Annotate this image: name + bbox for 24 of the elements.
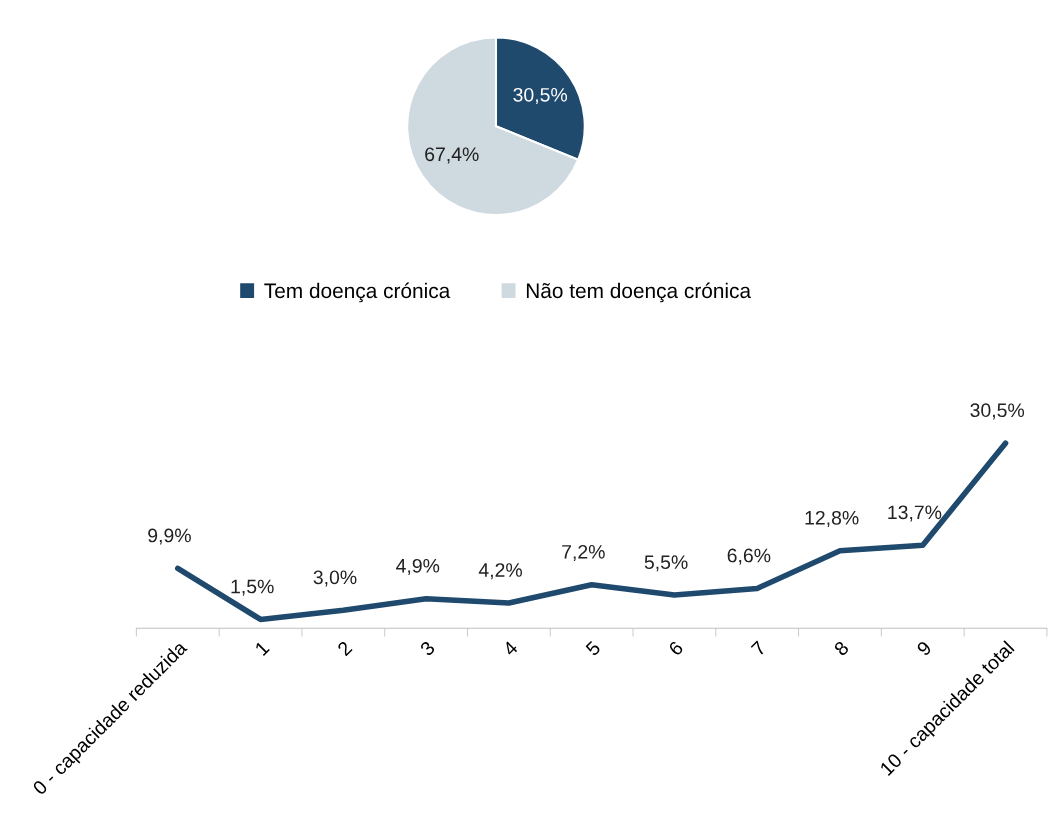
x-tick-label: 8 xyxy=(833,640,850,657)
x-tick-label: 4 xyxy=(502,640,519,657)
x-tick-label: 1 xyxy=(254,640,270,656)
x-tick-label: 2 xyxy=(336,640,353,657)
data-label: 30,5% xyxy=(513,87,568,104)
x-tick-label: 7 xyxy=(750,640,767,657)
data-label: 9,9% xyxy=(148,528,191,545)
data-label: 6,6% xyxy=(727,548,771,565)
data-label: 30,5% xyxy=(970,403,1025,420)
legend-label: Tem doença crónica xyxy=(264,282,451,303)
data-label: 3,0% xyxy=(313,570,357,587)
x-tick-label: 3 xyxy=(419,640,436,657)
data-label: 5,5% xyxy=(644,555,688,572)
data-label: 12,8% xyxy=(805,510,859,527)
data-label: 4,2% xyxy=(478,563,522,580)
x-tick-label: 6 xyxy=(667,640,684,657)
data-label: 13,7% xyxy=(888,505,942,522)
data-label: 4,9% xyxy=(396,558,440,575)
x-tick-label: 5 xyxy=(585,640,602,657)
data-label: 7,2% xyxy=(562,544,605,561)
data-label: 1,5% xyxy=(231,579,274,596)
x-tick-label: 9 xyxy=(916,640,933,657)
data-label: 67,4% xyxy=(425,147,479,164)
legend-label: Não tem doença crónica xyxy=(526,282,752,303)
